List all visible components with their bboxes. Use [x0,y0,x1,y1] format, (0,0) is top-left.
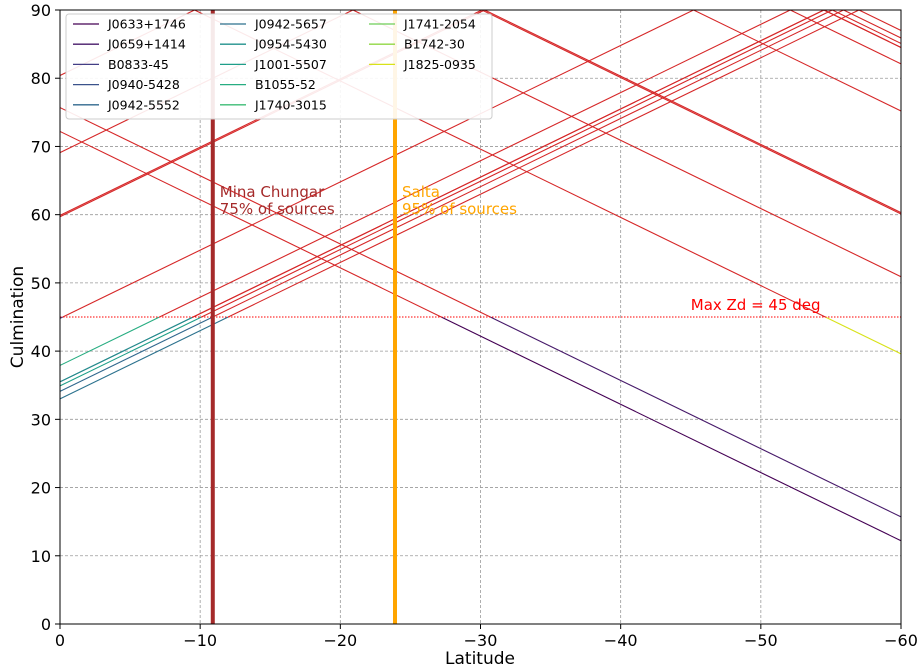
culmination-line [62,10,694,318]
y-tick-label: 40 [31,342,51,361]
culmination-lines [60,10,901,542]
site-name: Salta [402,183,440,201]
legend-label: B1055-52 [255,77,316,92]
legend-label: J0954-5430 [254,37,327,52]
legend-label: J0940-5428 [107,77,180,92]
culmination-line [212,10,844,318]
y-tick-label: 50 [31,274,51,293]
culmination-line [825,316,901,355]
legend: J0633+1746 J0659+1414 B0833-45 J0940-5428 J0… [65,13,493,120]
culmination-line [159,10,791,318]
y-tick-label: 80 [31,69,51,88]
x-tick-label: −50 [744,631,778,650]
culmination-line [60,316,229,400]
culmination-line [823,10,901,49]
culmination-line [693,10,901,112]
y-tick-label: 0 [41,615,51,634]
legend-label: B0833-45 [108,57,169,72]
culmination-line [441,316,901,542]
x-axis: 0 −10 −20 −30 −40 −50 −60 [55,624,918,650]
culmination-line [60,107,491,318]
legend-label: J1825-0935 [403,57,476,72]
culmination-line [790,10,901,65]
x-tick-label: −40 [604,631,638,650]
culmination-line [60,130,442,318]
culmination-line [481,10,901,215]
culmination-line [60,316,194,383]
y-tick-label: 70 [31,137,51,156]
site-subtitle: 95% of sources [402,200,517,218]
max-zd-label: Max Zd = 45 deg [691,296,821,314]
y-axis-label: Culmination [8,266,28,368]
legend-label: J0942-5552 [107,97,180,112]
x-tick-label: −60 [884,631,918,650]
legend-label: B1742-30 [404,37,465,52]
site-name: Mina Chungar [220,183,325,201]
legend-label: J1741-2054 [403,17,476,32]
legend-label: J0942-5657 [254,17,327,32]
culmination-line [60,316,160,366]
culmination-line [484,10,901,214]
culmination-line [192,10,825,318]
y-tick-label: 60 [31,206,51,225]
legend-box [65,13,493,120]
threshold-line: Max Zd = 45 deg [60,296,901,318]
site-subtitle: 75% of sources [220,200,335,218]
x-axis-label: Latitude [445,649,515,669]
culmination-line [843,10,901,39]
culmination-line [60,316,202,387]
x-tick-label: 0 [55,631,65,650]
y-tick-label: 20 [31,479,51,498]
y-tick-label: 90 [31,1,51,20]
culmination-line [227,10,860,318]
x-tick-label: −10 [183,631,217,650]
culmination-line [858,10,901,31]
culmination-line [60,316,214,392]
x-tick-label: −20 [323,631,357,650]
x-tick-label: −30 [464,631,498,650]
culmination-line [490,316,901,518]
culmination-line [201,10,833,318]
culmination-line [832,10,901,44]
y-tick-label: 30 [31,410,51,429]
y-axis: 0 10 20 30 40 50 60 70 80 90 [31,1,60,634]
legend-label: J0659+1414 [107,37,186,52]
y-tick-label: 10 [31,547,51,566]
legend-label: J0633+1746 [107,17,186,32]
legend-label: J1740-3015 [254,97,327,112]
legend-label: J1001-5507 [254,57,327,72]
